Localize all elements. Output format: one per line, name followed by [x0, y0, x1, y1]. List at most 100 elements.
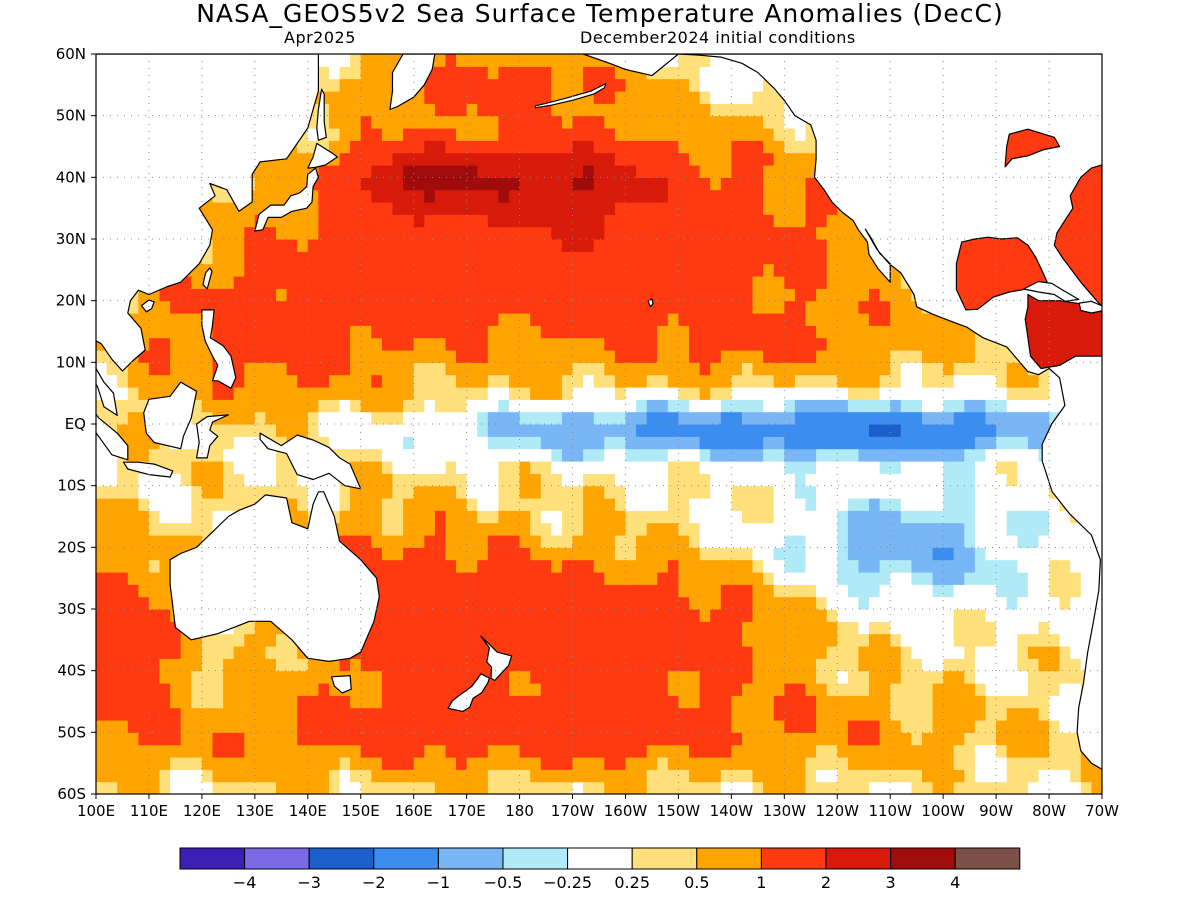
- anomaly-cell: [466, 337, 478, 351]
- anomaly-cell: [276, 670, 288, 684]
- anomaly-cell: [286, 177, 298, 191]
- anomaly-cell: [625, 362, 637, 376]
- anomaly-cell: [625, 276, 637, 289]
- anomaly-cell: [339, 757, 351, 770]
- anomaly-cell: [307, 720, 319, 733]
- anomaly-cell: [350, 263, 362, 277]
- anomaly-cell: [964, 609, 976, 622]
- anomaly-cell: [159, 670, 171, 684]
- anomaly-cell: [922, 535, 934, 548]
- anomaly-cell: [699, 103, 711, 117]
- anomaly-cell: [297, 239, 309, 252]
- anomaly-cell: [254, 757, 266, 770]
- anomaly-cell: [614, 350, 627, 363]
- anomaly-cell: [604, 436, 616, 450]
- anomaly-cell: [159, 374, 171, 388]
- anomaly-cell: [286, 670, 298, 684]
- anomaly-cell: [964, 720, 976, 733]
- anomaly-cell: [445, 732, 457, 746]
- anomaly-cell: [614, 226, 627, 240]
- anomaly-cell: [561, 732, 574, 746]
- anomaly-cell: [572, 769, 584, 783]
- anomaly-cell: [614, 177, 627, 191]
- anomaly-cell: [456, 609, 468, 622]
- anomaly-cell: [424, 683, 436, 696]
- anomaly-cell: [710, 522, 722, 536]
- anomaly-cell: [392, 436, 404, 450]
- anomaly-cell: [572, 239, 584, 252]
- anomaly-cell: [127, 436, 139, 450]
- anomaly-cell: [816, 485, 828, 499]
- anomaly-cell: [614, 189, 627, 203]
- anomaly-cell: [625, 325, 637, 339]
- anomaly-cell: [424, 189, 436, 203]
- anomaly-cell: [561, 510, 574, 524]
- anomaly-cell: [477, 78, 489, 92]
- anomaly-cell: [445, 473, 457, 487]
- anomaly-cell: [561, 744, 574, 758]
- anomaly-cell: [233, 276, 245, 289]
- anomaly-cell: [498, 683, 510, 696]
- anomaly-cell: [254, 239, 266, 252]
- anomaly-cell: [381, 128, 394, 141]
- anomaly-cell: [847, 276, 860, 289]
- anomaly-cell: [519, 732, 531, 746]
- anomaly-cell: [551, 621, 563, 635]
- anomaly-cell: [826, 325, 838, 339]
- anomaly-cell: [456, 115, 468, 129]
- anomaly-cell: [689, 535, 701, 548]
- anomaly-cell: [509, 707, 521, 721]
- anomaly-cell: [434, 54, 447, 67]
- anomaly-cell: [180, 300, 192, 314]
- anomaly-cell: [509, 214, 521, 228]
- anomaly-cell: [826, 374, 838, 388]
- anomaly-cell: [678, 436, 690, 450]
- anomaly-cell: [625, 732, 637, 746]
- anomaly-cell: [456, 152, 468, 166]
- anomaly-cell: [742, 411, 754, 425]
- anomaly-cell: [466, 411, 478, 425]
- anomaly-cell: [572, 276, 584, 289]
- anomaly-cell: [466, 757, 478, 770]
- anomaly-cell: [869, 633, 881, 647]
- anomaly-cell: [498, 596, 510, 610]
- anomaly-cell: [667, 214, 679, 228]
- anomaly-cell: [509, 140, 521, 154]
- anomaly-cell: [106, 584, 118, 598]
- anomaly-cell: [773, 436, 785, 450]
- anomaly-cell: [138, 374, 150, 388]
- anomaly-cell: [604, 498, 616, 511]
- anomaly-cell: [667, 239, 679, 252]
- anomaly-cell: [223, 707, 235, 721]
- anomaly-cell: [519, 350, 531, 363]
- anomaly-cell: [403, 251, 415, 265]
- anomaly-cell: [593, 399, 605, 413]
- anomaly-cell: [434, 584, 447, 598]
- anomaly-cell: [763, 658, 775, 672]
- anomaly-cell: [117, 621, 129, 635]
- anomaly-cell: [699, 226, 711, 240]
- anomaly-cell: [201, 473, 214, 487]
- anomaly-cell: [191, 658, 203, 672]
- anomaly-cell: [784, 337, 796, 351]
- anomaly-cell: [498, 535, 510, 548]
- anomaly-cell: [498, 387, 510, 400]
- anomaly-cell: [456, 621, 468, 635]
- anomaly-cell: [964, 769, 976, 783]
- anomaly-cell: [689, 251, 701, 265]
- anomaly-cell: [932, 559, 944, 573]
- anomaly-cell: [466, 609, 478, 622]
- anomaly-cell: [858, 473, 870, 487]
- anomaly-cell: [964, 559, 976, 573]
- anomaly-cell: [117, 510, 129, 524]
- anomaly-cell: [847, 695, 860, 709]
- anomaly-cell: [138, 609, 150, 622]
- anomaly-cell: [498, 54, 510, 67]
- anomaly-cell: [254, 313, 266, 326]
- anomaly-cell: [900, 683, 912, 696]
- anomaly-cell: [117, 707, 129, 721]
- anomaly-cell: [964, 572, 976, 585]
- anomaly-cell: [646, 152, 658, 166]
- anomaly-cell: [847, 769, 860, 783]
- anomaly-cell: [593, 411, 605, 425]
